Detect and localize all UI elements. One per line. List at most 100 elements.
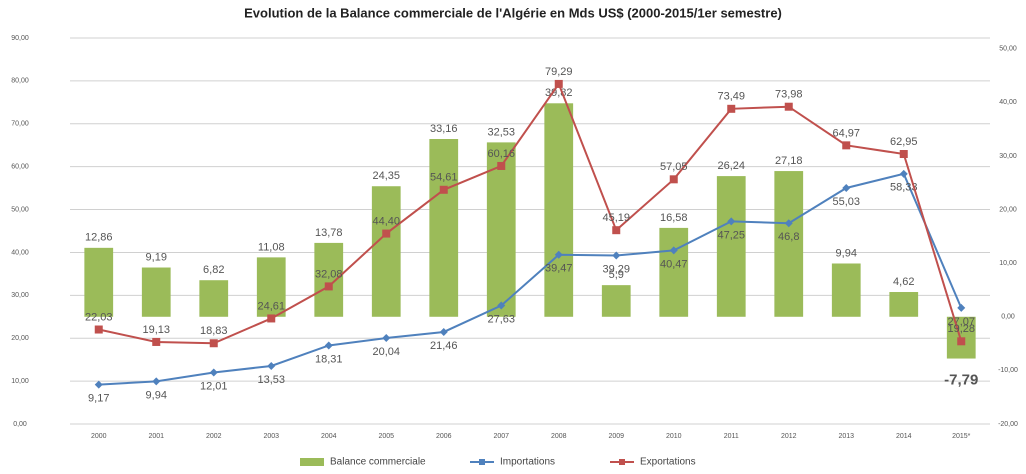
- data-label: 39,47: [545, 263, 573, 275]
- data-label: 73,98: [775, 89, 803, 101]
- data-label: 22,03: [85, 311, 113, 323]
- data-label: 5,9: [609, 269, 624, 281]
- y-tick-label: 10,00: [11, 378, 29, 385]
- data-label: 9,94: [146, 389, 167, 401]
- y2-tick-label: 40,00: [999, 99, 1017, 106]
- data-label: 20,04: [372, 346, 400, 358]
- bar: [659, 227, 689, 317]
- data-label: 12,01: [200, 380, 228, 392]
- x-tick-label: 2013: [838, 433, 854, 440]
- marker: [727, 217, 736, 226]
- bar: [256, 257, 286, 317]
- data-label: 9,19: [146, 251, 167, 263]
- bar: [544, 103, 574, 317]
- bar: [84, 247, 114, 317]
- data-label: 18,31: [315, 353, 343, 365]
- y-tick-label: 40,00: [11, 249, 29, 256]
- data-label: 32,53: [487, 126, 515, 138]
- marker: [382, 229, 391, 238]
- y-tick-label: 90,00: [11, 35, 29, 42]
- y-tick-label: 80,00: [11, 78, 29, 85]
- bar: [486, 142, 516, 317]
- x-tick-label: 2005: [378, 433, 394, 440]
- data-label: 12,86: [85, 232, 113, 244]
- bar: [889, 292, 919, 317]
- marker: [612, 251, 621, 260]
- bar: [774, 171, 804, 317]
- x-tick-label: 2012: [781, 433, 797, 440]
- legend-marker: [619, 459, 625, 465]
- data-label: 16,58: [660, 212, 688, 224]
- data-label: 60,16: [487, 148, 515, 160]
- data-label: 79,29: [545, 66, 573, 78]
- marker: [842, 183, 851, 192]
- chart-title: Evolution de la Balance commerciale de l…: [244, 5, 782, 20]
- marker: [669, 175, 678, 184]
- x-tick-label: 2003: [263, 433, 279, 440]
- data-label: 44,40: [372, 215, 400, 227]
- data-label: 62,95: [890, 136, 918, 148]
- y-tick-label: 70,00: [11, 121, 29, 128]
- data-label: 27,18: [775, 155, 803, 167]
- x-tick-label: 2006: [436, 433, 452, 440]
- data-label: 40,47: [660, 258, 688, 270]
- marker: [267, 361, 276, 370]
- marker: [554, 250, 563, 259]
- x-tick-label: 2002: [206, 433, 222, 440]
- data-label: 58,33: [890, 182, 918, 194]
- legend-label: Importations: [500, 457, 555, 468]
- data-label: 13,53: [257, 374, 285, 386]
- data-label: 47,25: [717, 229, 745, 241]
- x-tick-label: 2000: [91, 433, 107, 440]
- data-label: 64,97: [832, 127, 860, 139]
- marker: [267, 314, 276, 323]
- marker: [899, 169, 908, 178]
- bar: [371, 186, 401, 317]
- data-label: 24,35: [372, 170, 400, 182]
- marker: [612, 226, 621, 235]
- data-label: 27,63: [487, 313, 515, 325]
- y2-tick-label: 50,00: [999, 46, 1017, 53]
- x-tick-label: 2014: [896, 433, 912, 440]
- marker: [324, 282, 333, 291]
- bar: [601, 285, 631, 317]
- bar: [831, 263, 861, 317]
- data-label: 33,16: [430, 123, 458, 135]
- y2-tick-label: -10,00: [998, 367, 1018, 374]
- data-label: 9,94: [836, 247, 857, 259]
- x-tick-label: 2001: [148, 433, 164, 440]
- data-label: 32,08: [315, 268, 343, 280]
- bar: [716, 176, 746, 317]
- x-tick-label: 2009: [608, 433, 624, 440]
- y-tick-label: 0,00: [13, 421, 27, 428]
- bar: [429, 139, 459, 317]
- data-label: 19,28: [947, 323, 975, 335]
- data-label: 4,62: [893, 276, 914, 288]
- data-label: 46,8: [778, 231, 799, 243]
- data-label: 18,83: [200, 325, 228, 337]
- x-tick-label: 2007: [493, 433, 509, 440]
- line: [98, 172, 963, 386]
- data-label: 11,08: [258, 241, 285, 253]
- y-tick-label: 50,00: [11, 206, 29, 213]
- y-tick-label: 60,00: [11, 164, 29, 171]
- marker: [439, 327, 448, 336]
- x-tick-label: 2011: [724, 433, 739, 440]
- marker: [727, 104, 736, 113]
- y2-tick-label: 0,00: [1001, 314, 1015, 321]
- legend-label: Balance commerciale: [330, 457, 426, 468]
- data-label: 57,05: [660, 161, 688, 173]
- y-tick-label: 30,00: [11, 292, 29, 299]
- data-label: 9,17: [88, 393, 109, 405]
- x-tick-label: 2008: [551, 433, 567, 440]
- marker: [957, 337, 966, 346]
- x-tick-label: 2010: [666, 433, 682, 440]
- x-tick-label: 2015*: [952, 433, 971, 440]
- marker: [209, 368, 218, 377]
- data-label: 26,24: [717, 160, 745, 172]
- marker: [152, 377, 161, 386]
- marker: [784, 219, 793, 228]
- marker: [497, 301, 506, 310]
- data-label: 55,03: [832, 196, 860, 208]
- data-label: 13,78: [315, 227, 343, 239]
